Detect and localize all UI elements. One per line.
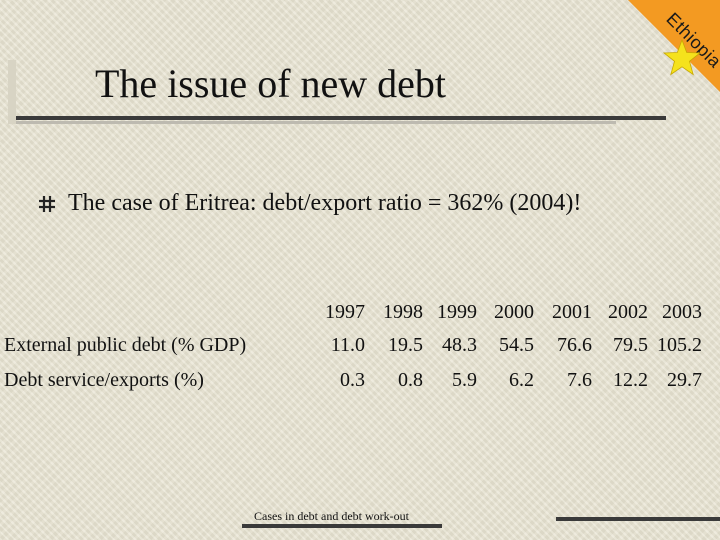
table-cell: 76.6 [557, 334, 592, 356]
table-cell: 0.8 [398, 369, 423, 391]
title-underline-shadow [16, 121, 616, 124]
footer-rule-right [556, 517, 720, 521]
table-cell: 7.6 [567, 369, 592, 391]
table-cell: 29.7 [667, 369, 702, 391]
star-icon [662, 38, 702, 76]
footer-rule-left [242, 524, 442, 528]
year-header: 2000 [494, 301, 534, 323]
bullet-item: The case of Eritrea: debt/export ratio =… [38, 190, 581, 217]
page-title: The issue of new debt [95, 61, 447, 106]
title-accent [8, 60, 16, 124]
title-underline [16, 116, 666, 120]
year-header: 2003 [662, 301, 702, 323]
table-cell: 105.2 [657, 334, 702, 356]
corner-badge: Ethiopia [620, 0, 720, 100]
table-cell: 19.5 [388, 334, 423, 356]
year-header: 1999 [437, 301, 477, 323]
table-cell: 6.2 [509, 369, 534, 391]
year-header: 1997 [325, 301, 365, 323]
year-header: 1998 [383, 301, 423, 323]
row-label: External public debt (% GDP) [4, 334, 247, 356]
year-header: 2002 [608, 301, 648, 323]
table-cell: 54.5 [499, 334, 534, 356]
hash-bullet-icon [39, 195, 55, 212]
table-cell: 12.2 [613, 369, 648, 391]
corner-triangle [628, 0, 720, 92]
footer-text: Cases in debt and debt work-out [254, 509, 409, 523]
year-header: 2001 [552, 301, 592, 323]
bullet-text: The case of Eritrea: debt/export ratio =… [68, 190, 582, 216]
table-cell: 11.0 [330, 334, 365, 356]
table-cell: 0.3 [340, 369, 365, 391]
table-cell: 5.9 [452, 369, 477, 391]
table-cell: 79.5 [613, 334, 648, 356]
row-label: Debt service/exports (%) [4, 369, 204, 391]
table-cell: 48.3 [442, 334, 477, 356]
